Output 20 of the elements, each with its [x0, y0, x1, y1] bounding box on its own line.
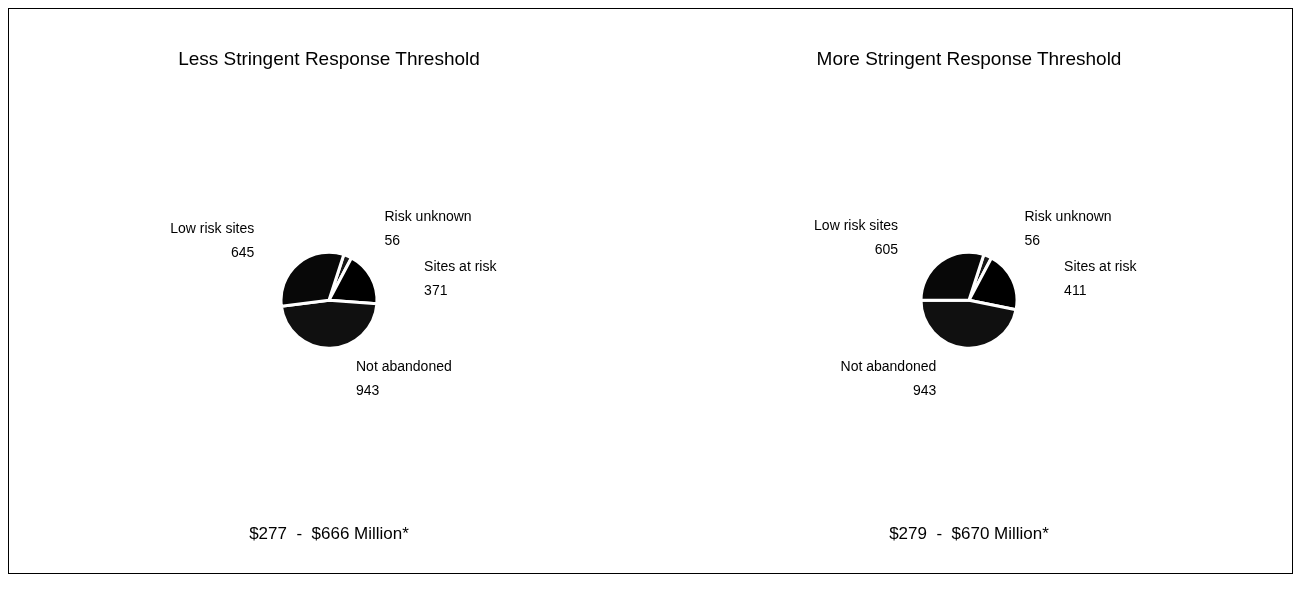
slice-label: Low risk sites — [170, 220, 255, 237]
data-label: 411 — [1064, 282, 1087, 299]
slice-label: Risk unknown — [1024, 208, 1112, 225]
chart-title: Less Stringent Response Threshold — [178, 48, 480, 69]
slice-label: Sites at risk — [1064, 258, 1138, 275]
data-label: 605 — [874, 241, 899, 258]
data-label: 943 — [912, 381, 937, 398]
text: $277 - $666 Million* — [249, 524, 410, 543]
data-label: 645 — [230, 244, 255, 261]
data-label: 371 — [424, 282, 448, 299]
data-label: 943 — [356, 382, 380, 399]
slice-label: Not abandoned — [840, 357, 937, 374]
slice-label: Not abandoned — [356, 358, 452, 375]
chart-title: More Stringent Response Threshold — [816, 48, 1122, 69]
slice-label: Low risk sites — [814, 217, 899, 234]
text: $279 - $670 Million* — [889, 524, 1050, 543]
data-label: 56 — [1024, 232, 1041, 249]
data-label: 56 — [384, 232, 401, 249]
slice-label: Risk unknown — [384, 208, 472, 225]
slice-label: Sites at risk — [424, 258, 498, 275]
